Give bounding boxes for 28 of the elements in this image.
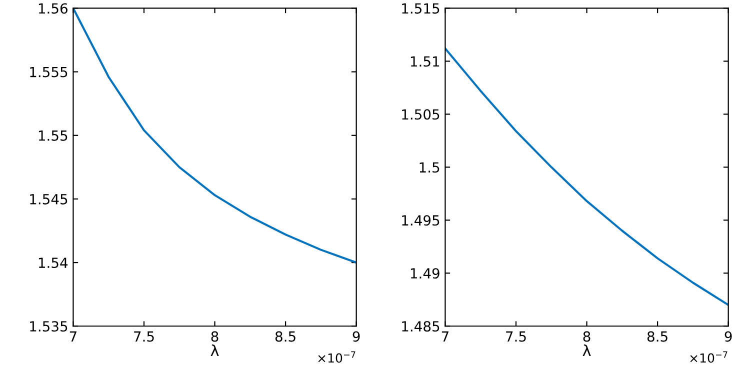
y-tick-label: 1.505 [402, 109, 440, 120]
y-tick-label: 1.51 [410, 56, 440, 67]
x-tick-label: 9 [724, 331, 732, 342]
y-tick-label: 1.555 [30, 66, 68, 78]
x-tick-label: 7 [442, 331, 448, 342]
x-tick-label: 8.5 [275, 331, 296, 342]
text: ×10$^{−7}$ [318, 351, 356, 363]
line-series [445, 47, 728, 306]
x-tick-label: 7 [70, 331, 76, 342]
y-tick-label: 1.535 [30, 321, 68, 332]
x-tick-label: 8.5 [647, 331, 668, 342]
y-tick-label: 1.545 [30, 194, 68, 204]
y-tick-label: 1.515 [402, 3, 440, 14]
text: ×10$^{−7}$ [690, 351, 728, 363]
y-tick-label: 1.485 [402, 321, 440, 332]
x-axis-title: λ [210, 344, 219, 356]
x-tick-label: 8 [583, 331, 590, 342]
y-tick-label: 1.54 [38, 258, 68, 268]
y-tick-label: 1.5 [420, 162, 440, 173]
y-tick-label: 1.49 [410, 268, 440, 279]
x-tick-label: 8 [211, 331, 218, 342]
y-tick-label: 1.55 [38, 130, 68, 141]
x-tick-label: 9 [352, 331, 360, 342]
x-tick-label: 7.5 [506, 331, 526, 342]
x-tick-label: 7.5 [134, 331, 154, 342]
y-tick-label: 1.495 [402, 215, 440, 226]
x-axis-title: λ [582, 344, 591, 356]
y-tick-label: 1.56 [38, 3, 68, 14]
